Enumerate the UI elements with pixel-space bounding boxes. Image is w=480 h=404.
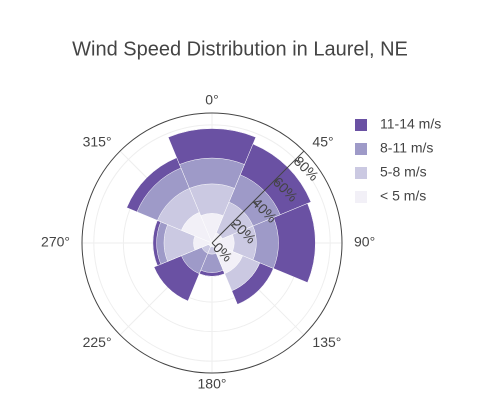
legend-label: 5-8 m/s <box>380 164 427 180</box>
radial-tick <box>211 242 216 247</box>
radial-tick <box>295 159 300 164</box>
angular-tick-label: 180° <box>198 376 227 392</box>
bar <box>180 211 213 244</box>
radial-tick <box>274 179 279 185</box>
angular-tick-label: 225° <box>83 334 112 350</box>
angular-tick-label: 315° <box>83 133 112 149</box>
bar <box>211 242 244 275</box>
legend-label: 8-11 m/s <box>380 140 433 156</box>
legend-swatch <box>355 143 367 155</box>
angular-tick-label: 45° <box>312 133 333 149</box>
legend-label: 11-14 m/s <box>380 116 441 132</box>
angular-tick-label: 270° <box>41 234 70 250</box>
legend-swatch <box>355 167 367 179</box>
radial-axis-line <box>211 150 305 244</box>
chart-title: Wind Speed Distribution in Laurel, NE <box>72 38 408 60</box>
angular-tick-label: 0° <box>205 92 218 108</box>
legend-swatch <box>355 191 367 203</box>
angular-axis-line <box>81 112 343 374</box>
radial-tick <box>232 221 237 226</box>
angular-tick-label: 135° <box>312 334 341 350</box>
angular-tick-label: 90° <box>354 234 375 250</box>
radial-tick <box>253 200 258 206</box>
legend-swatch <box>355 119 367 131</box>
legend-label: < 5 m/s <box>380 188 426 204</box>
